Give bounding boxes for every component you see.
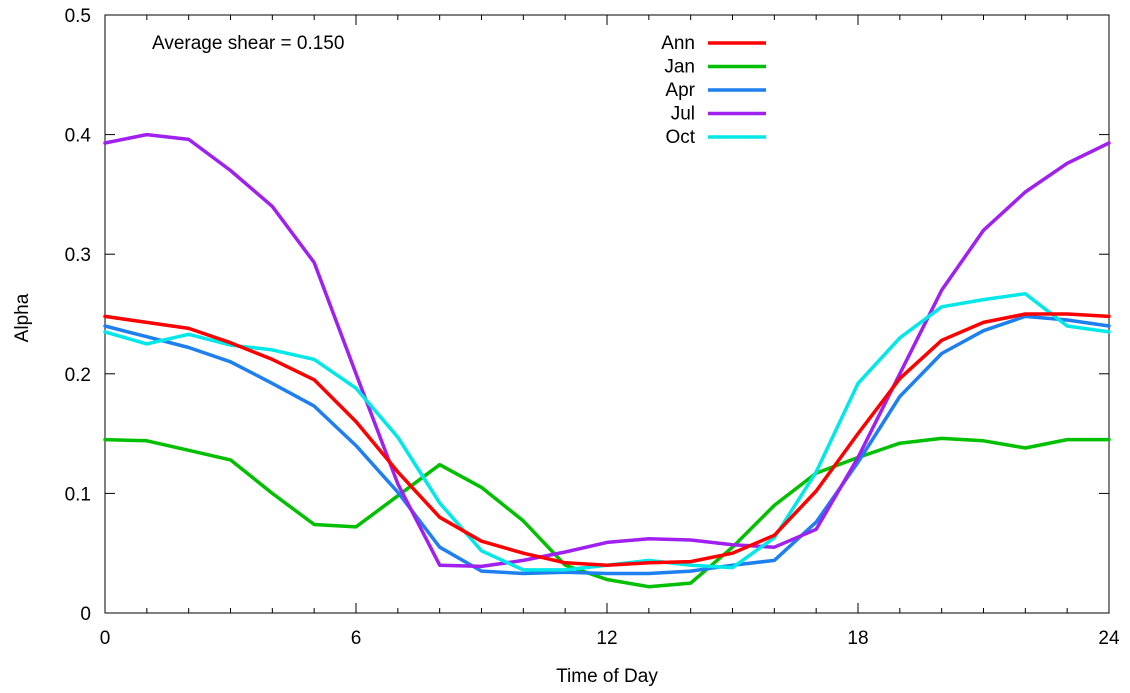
average-shear-annotation: Average shear = 0.150 (152, 33, 344, 54)
x-tick-label: 18 (847, 628, 868, 649)
plot-frame (104, 14, 1110, 614)
x-axis-label: Time of Day (556, 666, 658, 687)
x-tick-label: 12 (596, 628, 617, 649)
series-line-jul (103, 132, 1111, 569)
series-line-ann (103, 312, 1111, 567)
y-tick-label: 0.3 (65, 245, 91, 266)
y-axis-label: Alpha (12, 293, 33, 342)
legend-label-oct: Oct (665, 127, 695, 148)
legend-label-jul: Jul (671, 104, 695, 125)
series-line-apr (103, 314, 1111, 576)
y-tick-label: 0.1 (65, 484, 91, 505)
series-line-oct (103, 291, 1111, 572)
y-tick-label: 0.5 (65, 6, 91, 27)
data-series (103, 132, 1111, 589)
axis-tick-labels: 0 6 12 18 24 0 0.1 0.2 0.3 0.4 0.5 (65, 6, 1120, 649)
y-tick-label: 0 (80, 604, 91, 625)
series-line-jan (103, 436, 1111, 589)
x-tick-label: 0 (100, 628, 111, 649)
legend-label-jan: Jan (664, 57, 695, 78)
legend-label-ann: Ann (661, 33, 695, 54)
x-tick-label: 6 (351, 628, 362, 649)
y-tick-label: 0.4 (65, 126, 92, 147)
legend-label-apr: Apr (665, 80, 695, 101)
plot-border (104, 14, 1110, 614)
x-tick-label: 24 (1098, 628, 1120, 649)
y-tick-label: 0.2 (65, 365, 91, 386)
axis-ticks (104, 14, 1110, 614)
